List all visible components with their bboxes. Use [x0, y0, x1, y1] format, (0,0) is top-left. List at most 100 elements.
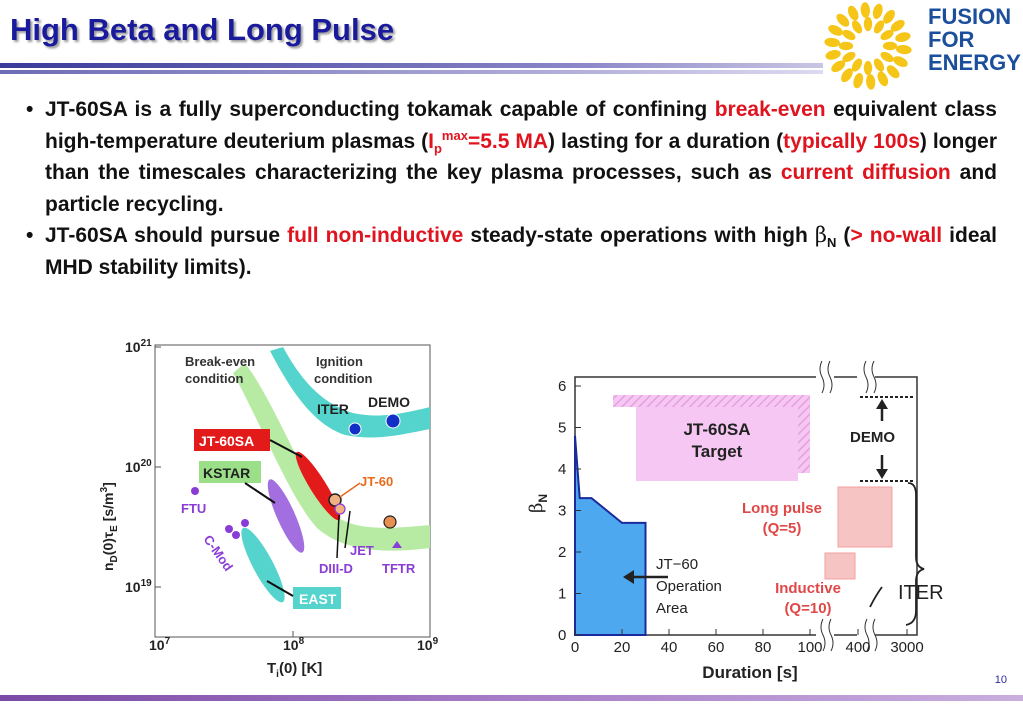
iter-label: ITER: [317, 401, 349, 417]
bullet-text: steady-state operations with high: [463, 224, 815, 247]
highlight-ip-max: Ipmax=5.5 MA: [428, 127, 549, 156]
long-pulse-label-1: Long pulse: [742, 500, 822, 517]
fusion-for-energy-sun-logo-icon: [824, 2, 912, 90]
jt60sa-target-hatch: [613, 395, 810, 473]
beta-symbol: β: [814, 223, 827, 247]
bullet-text: equivalent class high-temperature deuter…: [45, 98, 997, 153]
tftr-marker: [392, 541, 402, 548]
bullet-list: JT-60SA is a fully superconducting tokam…: [26, 94, 997, 283]
logo-line-2: FOR: [928, 27, 975, 52]
highlight-full-non-inductive: full non-inductive: [287, 224, 464, 247]
y-tick-1e19: 1019: [125, 578, 152, 595]
iter-brace: [905, 482, 925, 626]
right-y-axis-label: βN: [526, 494, 550, 513]
breakeven-label-2: condition: [185, 371, 244, 386]
bullet-text: JT-60SA is a fully superconducting tokam…: [45, 98, 715, 121]
page-number: 10: [994, 674, 1007, 686]
ip-symbol: I: [428, 129, 434, 153]
bullet-text: (: [836, 224, 851, 247]
demo-label: DEMO: [368, 394, 410, 410]
ftu-label: FTU: [181, 501, 206, 516]
jt60-op-label-2: Operation: [656, 578, 722, 595]
x-tick-1e7: 107: [149, 636, 171, 653]
lawson-diagram: 1021 1020 1019 107 108 109 Ti(0) [K] nD(…: [99, 338, 439, 678]
demo-point: [385, 413, 401, 429]
kstar-region: [267, 479, 305, 553]
target-label-2: Target: [692, 442, 743, 461]
x-tick-1e9: 109: [417, 636, 439, 653]
cmod-point-3: [241, 519, 249, 527]
jt60-operation-area: [574, 435, 647, 636]
diiid-label: DIII-D: [319, 561, 353, 576]
left-x-axis-label: Ti(0) [K]: [267, 660, 322, 678]
bullet-text: ideal MHD stability limits).: [45, 224, 998, 279]
right-x-tick-400: 400: [845, 639, 870, 656]
cmod-point-1: [225, 525, 233, 533]
bullet-item-2: JT-60SA should pursue full non-inductive…: [26, 220, 997, 283]
cmod-point-2: [232, 531, 240, 539]
left-y-axis-label: nD(0)τE [s/m3]: [99, 482, 120, 571]
beta-subscript: N: [826, 235, 837, 251]
footer-divider: [0, 695, 1023, 701]
right-x-tick-20: 20: [614, 639, 631, 656]
header-divider-bottom: [0, 70, 823, 74]
ip-value: =5.5 MA: [467, 129, 549, 153]
jet-label: JET: [350, 543, 374, 558]
bullet-text: JT-60SA should pursue: [45, 224, 288, 247]
bullet-text: ) longer than the timescales characteriz…: [45, 129, 997, 185]
logo-line-1: FUSION: [928, 4, 1012, 29]
jt60-label: JT-60: [360, 474, 393, 489]
ignition-label-2: condition: [314, 371, 373, 386]
right-y-tick-6: 6: [558, 378, 566, 395]
jt60sa-label: JT-60SA: [199, 433, 254, 449]
right-x-tick-40: 40: [661, 639, 678, 656]
jt60-op-label-1: JT−60: [656, 556, 698, 573]
x-tick-1e8: 108: [283, 636, 305, 653]
iter-inductive-region: [824, 552, 856, 580]
demo-annotation: DEMO: [850, 429, 895, 446]
jt60-point: [328, 493, 342, 507]
breakeven-label-1: Break-even: [185, 354, 255, 369]
target-label-1: JT-60SA: [683, 420, 750, 439]
diiid-point: [334, 503, 346, 515]
right-y-tick-1: 1: [558, 586, 566, 603]
tftr-point: [383, 515, 397, 529]
bullet-text: ) lasting for a duration (: [548, 129, 784, 153]
right-y-tick-4: 4: [558, 461, 566, 478]
right-y-tick-3: 3: [558, 503, 566, 520]
highlight-current-diffusion: current diffusion: [780, 161, 951, 184]
highlight-typically-100s: typically 100s: [783, 129, 920, 153]
jt60-op-label-3: Area: [656, 600, 688, 617]
iter-long-pulse-region: [837, 486, 893, 548]
ignition-label-1: Ignition: [316, 354, 363, 369]
header-divider-top: [0, 63, 823, 68]
right-x-tick-100: 100: [797, 639, 822, 656]
right-y-tick-5: 5: [558, 420, 566, 437]
fusion-for-energy-logo-text: FUSION FOR ENERGY: [928, 5, 1021, 74]
east-region: [241, 527, 285, 603]
iter-point: [348, 422, 362, 436]
right-x-axis-label: Duration [s]: [702, 663, 797, 682]
inductive-label-2: (Q=10): [784, 600, 831, 617]
highlight-break-even: break-even: [714, 98, 826, 121]
bullet-text: and particle recycling.: [45, 161, 997, 216]
ip-subscript: p: [433, 140, 442, 156]
right-x-tick-3000: 3000: [890, 639, 923, 656]
long-pulse-label-2: (Q=5): [763, 520, 802, 537]
ip-superscript: max: [441, 127, 468, 143]
jt60sa-target-area: [636, 407, 798, 481]
bullet-item-1: JT-60SA is a fully superconducting tokam…: [26, 94, 997, 220]
inductive-label-1: Inductive: [775, 580, 841, 597]
right-x-tick-80: 80: [755, 639, 772, 656]
right-y-tick-2: 2: [558, 544, 566, 561]
highlight-no-wall: > no-wall: [850, 224, 943, 247]
iter-annotation: ITER: [898, 582, 944, 604]
beta-duration-chart: JT-60SA Target DEMO Long pulse (Q=5) Ind…: [526, 360, 944, 682]
right-x-tick-60: 60: [708, 639, 725, 656]
y-tick-1e20: 1020: [125, 458, 152, 475]
slide-title: High Beta and Long Pulse: [10, 12, 395, 47]
tftr-label: TFTR: [382, 561, 416, 576]
right-y-tick-0: 0: [558, 627, 566, 644]
east-label: EAST: [299, 591, 337, 607]
ftu-point: [191, 487, 199, 495]
